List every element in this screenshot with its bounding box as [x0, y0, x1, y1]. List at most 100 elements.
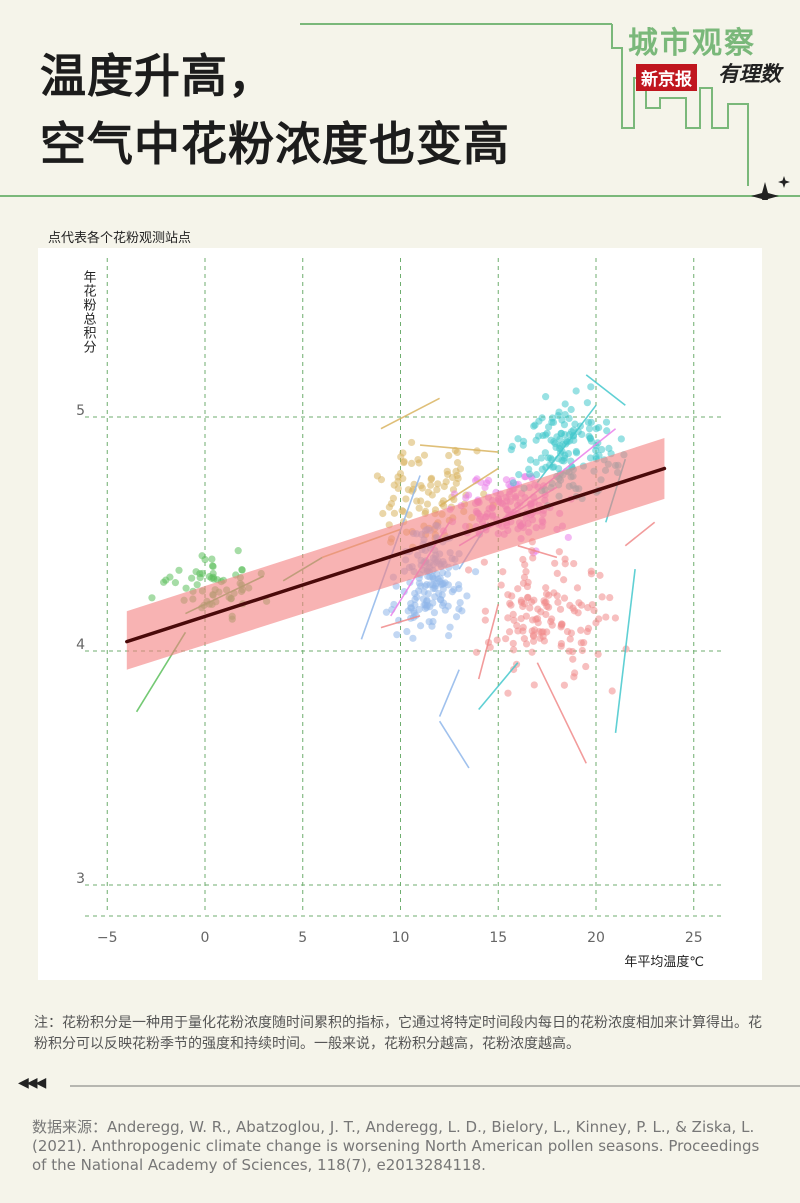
brand-script-logo: 有理数	[718, 61, 781, 86]
skyline-outline	[611, 24, 749, 186]
data-point	[510, 665, 518, 674]
data-point	[208, 562, 217, 570]
data-point	[429, 617, 437, 626]
data-point	[413, 593, 421, 601]
data-point	[570, 559, 578, 568]
data-point	[450, 585, 458, 594]
data-point	[423, 500, 432, 508]
data-point	[577, 626, 585, 634]
arrows-decoration: ◀◀◀	[18, 1075, 46, 1091]
data-point	[389, 494, 398, 502]
overall-trend-line	[125, 466, 667, 644]
data-point	[417, 481, 425, 490]
data-point	[458, 607, 466, 615]
data-point	[530, 681, 538, 689]
station-trend-segment	[624, 521, 656, 547]
data-point	[513, 621, 521, 630]
data-point	[532, 458, 540, 466]
data-point	[540, 637, 548, 645]
data-point	[543, 429, 551, 437]
data-point	[537, 454, 545, 462]
data-source: 数据来源：Anderegg, W. R., Abatzoglou, J. T.,…	[32, 1118, 760, 1174]
data-point	[522, 568, 530, 576]
station-trend-segment	[438, 669, 460, 717]
station-trend-segment	[536, 404, 597, 484]
data-point	[419, 595, 427, 603]
data-point	[520, 573, 529, 581]
data-point	[415, 587, 423, 595]
data-point	[547, 617, 555, 626]
data-point	[554, 598, 562, 606]
data-point	[430, 609, 439, 617]
data-point	[586, 435, 594, 443]
data-point	[480, 558, 488, 566]
station-trend-segment	[478, 662, 519, 711]
data-point	[427, 475, 435, 483]
x-tick-label: 25	[685, 930, 703, 946]
data-point	[382, 608, 390, 616]
data-point	[238, 566, 246, 574]
data-point	[433, 486, 441, 494]
data-point	[606, 593, 614, 602]
data-point	[584, 624, 593, 632]
data-point	[553, 592, 561, 600]
data-point	[431, 593, 439, 601]
data-point	[517, 598, 526, 606]
x-tick-label: −5	[97, 930, 118, 946]
station-trend-segment	[477, 603, 500, 680]
data-point	[617, 435, 625, 443]
station-trend-segment	[419, 444, 499, 453]
data-point	[522, 640, 531, 648]
data-point	[561, 400, 569, 408]
y-tick-label: 3	[76, 871, 85, 887]
data-point	[557, 639, 566, 648]
data-point	[510, 616, 518, 624]
divider-line	[70, 1085, 800, 1087]
data-point	[595, 423, 603, 432]
data-point	[515, 471, 523, 479]
data-point	[595, 451, 603, 460]
data-point	[464, 566, 473, 574]
data-point	[584, 418, 593, 426]
data-point	[572, 447, 580, 456]
station-trend-segment	[614, 569, 636, 733]
data-point	[415, 605, 423, 614]
title-line-1: 温度升高，	[40, 49, 275, 103]
data-point	[415, 504, 423, 512]
data-point	[406, 578, 414, 587]
data-point	[529, 632, 538, 640]
data-point	[196, 573, 204, 582]
station-trend-segment	[517, 544, 558, 559]
data-point	[571, 420, 579, 428]
data-point	[514, 585, 522, 593]
data-point	[578, 646, 586, 655]
data-point	[463, 592, 471, 600]
data-point	[439, 568, 447, 577]
data-point	[456, 598, 464, 607]
data-point	[565, 647, 573, 655]
data-point	[580, 639, 588, 647]
data-point	[407, 600, 415, 608]
data-point	[556, 442, 564, 450]
data-point	[390, 509, 399, 517]
data-point	[587, 567, 595, 575]
data-point	[532, 471, 541, 479]
brand-paper-logo: 新京报	[636, 64, 697, 91]
data-point	[175, 566, 183, 574]
data-point	[507, 446, 515, 454]
data-point	[596, 571, 604, 579]
data-point	[208, 555, 216, 563]
data-point	[556, 605, 565, 613]
data-point	[519, 623, 527, 631]
data-point	[582, 662, 590, 671]
data-point	[611, 614, 620, 622]
data-point	[509, 646, 518, 654]
data-point	[398, 507, 406, 515]
data-point	[484, 476, 493, 485]
data-point	[517, 615, 525, 623]
data-point	[188, 574, 196, 582]
data-point	[529, 554, 537, 562]
data-point	[377, 476, 386, 484]
data-point	[598, 445, 606, 454]
data-point	[560, 576, 568, 584]
